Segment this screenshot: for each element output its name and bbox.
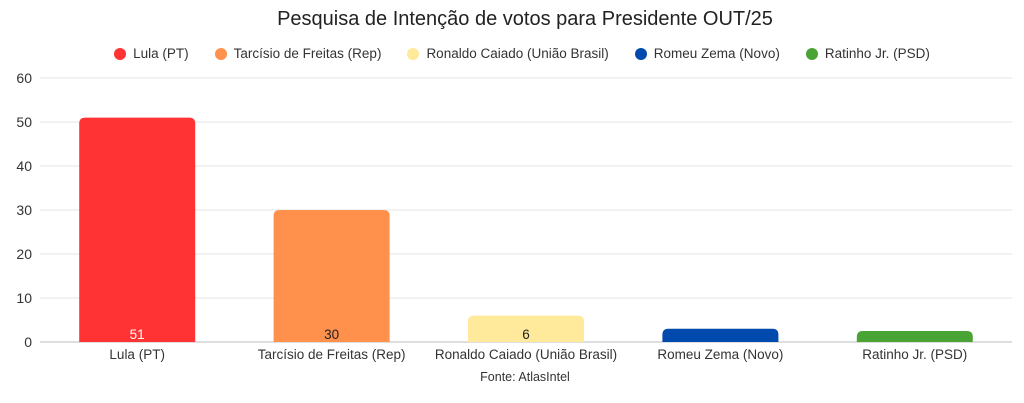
y-tick-label: 10	[16, 290, 32, 306]
legend-label: Romeu Zema (Novo)	[653, 46, 780, 61]
x-tick-label: Romeu Zema (Novo)	[657, 347, 783, 362]
legend-item-caiado[interactable]: Ronaldo Caiado (União Brasil)	[407, 46, 609, 61]
y-tick-label: 0	[24, 334, 32, 350]
x-tick-label: Lula (PT)	[109, 347, 165, 362]
chart-legend: Lula (PT) Tarcísio de Freitas (Rep) Rona…	[0, 46, 1024, 61]
legend-swatch	[805, 47, 818, 60]
legend-item-zema[interactable]: Romeu Zema (Novo)	[634, 46, 780, 61]
legend-label: Ronaldo Caiado (União Brasil)	[426, 46, 609, 61]
legend-item-ratinho[interactable]: Ratinho Jr. (PSD)	[805, 46, 930, 61]
legend-item-tarcisio[interactable]: Tarcísio de Freitas (Rep)	[214, 46, 382, 61]
y-tick-label: 60	[16, 70, 32, 86]
x-tick-label: Tarcísio de Freitas (Rep)	[258, 347, 406, 362]
data-label: 6	[522, 327, 530, 342]
y-tick-label: 40	[16, 158, 32, 174]
y-tick-label: 20	[16, 246, 32, 262]
y-tick-label: 50	[16, 114, 32, 130]
legend-label: Lula (PT)	[133, 46, 189, 61]
legend-swatch	[634, 47, 647, 60]
x-tick-label: Ratinho Jr. (PSD)	[862, 347, 967, 362]
x-tick-label: Ronaldo Caiado (União Brasil)	[435, 347, 617, 362]
legend-label: Ratinho Jr. (PSD)	[824, 46, 930, 61]
bar	[468, 315, 584, 342]
legend-label: Tarcísio de Freitas (Rep)	[233, 46, 382, 61]
y-tick-label: 30	[16, 202, 32, 218]
legend-item-lula[interactable]: Lula (PT)	[114, 46, 189, 61]
data-label: 51	[130, 327, 145, 342]
bar	[79, 117, 196, 342]
data-label: 30	[324, 327, 339, 342]
bar	[273, 210, 390, 342]
legend-swatch	[214, 47, 227, 60]
legend-swatch	[407, 47, 420, 60]
bar	[662, 328, 779, 342]
legend-swatch	[114, 47, 127, 60]
chart-title: Pesquisa de Intenção de votos para Presi…	[277, 8, 773, 30]
bar	[856, 331, 973, 342]
source-note: Fonte: AtlasIntel	[480, 370, 570, 384]
